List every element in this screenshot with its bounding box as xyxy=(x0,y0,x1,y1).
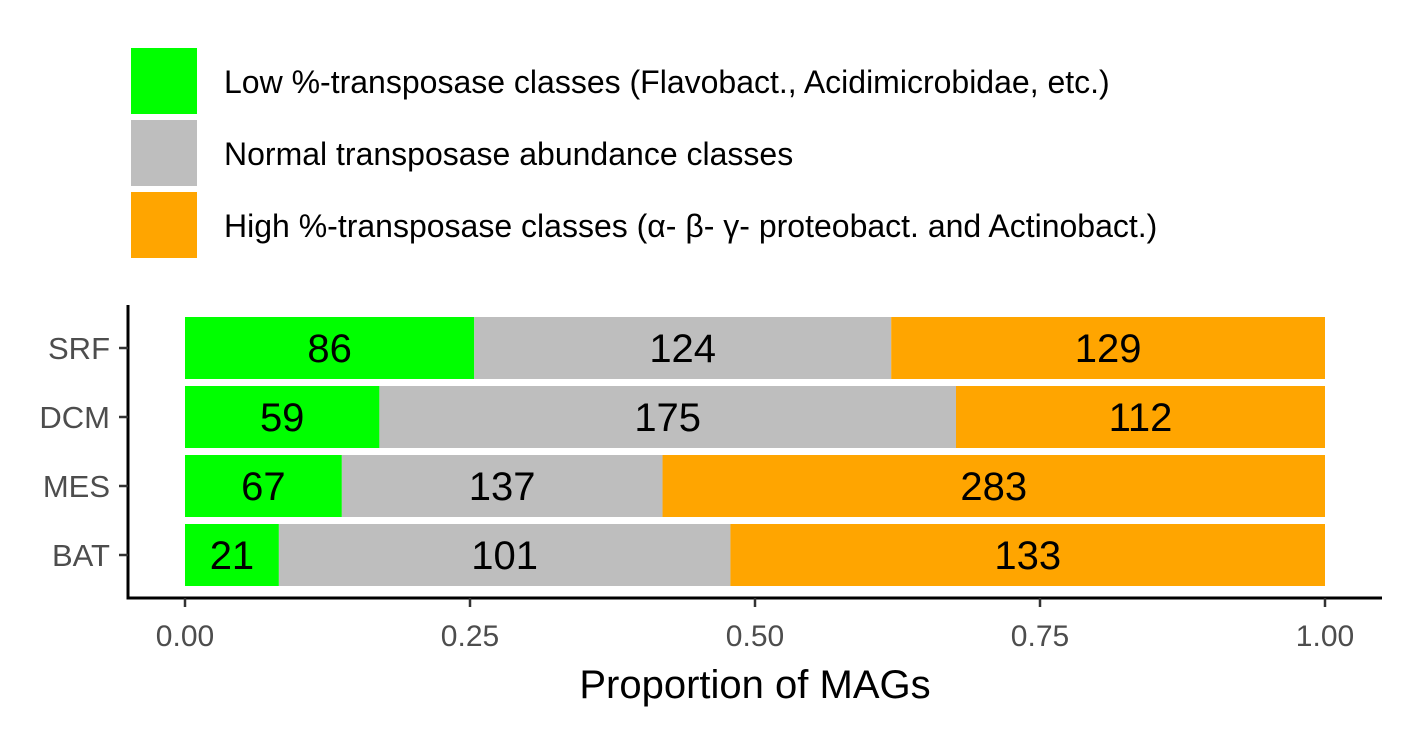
data-label-dcm-3: 112 xyxy=(1109,396,1173,440)
bar-mes-2 xyxy=(341,455,663,517)
data-label-srf-1: 86 xyxy=(307,327,352,371)
bar-dcm-1 xyxy=(185,386,380,448)
y-tick-label-dcm: DCM xyxy=(39,400,110,435)
plot-area: 86 124 129 59 175 112 67 137 283 21 101 133 xyxy=(185,317,1325,586)
bar-srf-2 xyxy=(474,317,892,379)
legend-label-1: Low %-transposase classes (Flavobact., A… xyxy=(224,64,1110,100)
bar-dcm-2 xyxy=(379,386,956,448)
x-tick-label-2: 0.25 xyxy=(441,620,499,653)
data-label-mes-1: 67 xyxy=(241,465,286,509)
x-tick-label-4: 0.75 xyxy=(1011,620,1069,653)
bar-srf-1 xyxy=(185,317,475,379)
legend-label-2: Normal transposase abundance classes xyxy=(224,136,793,172)
bar-bat-1 xyxy=(185,524,279,586)
axes: SRF DCM MES BAT 0.00 0.25 0.50 0.75 1.00 Proporti… xyxy=(39,305,1382,707)
x-tick-label-3: 0.50 xyxy=(726,620,784,653)
data-label-mes-2: 137 xyxy=(469,465,536,509)
bar-mes-1 xyxy=(185,455,342,517)
data-label-srf-3: 129 xyxy=(1075,327,1142,371)
legend: Low %-transposase classes (Flavobact., A… xyxy=(131,48,1157,258)
data-label-mes-3: 283 xyxy=(960,465,1027,509)
bar-srf-3 xyxy=(891,317,1325,379)
x-axis-title: Proportion of MAGs xyxy=(579,663,930,707)
legend-key-3 xyxy=(131,192,197,258)
bar-dcm-3 xyxy=(955,386,1325,448)
legend-key-2 xyxy=(131,120,197,186)
y-tick-label-srf: SRF xyxy=(48,331,110,366)
legend-key-1 xyxy=(131,48,197,114)
legend-label-3: High %-transposase classes (α- β- γ- pro… xyxy=(224,208,1157,244)
x-tick-label-1: 0.00 xyxy=(156,620,214,653)
data-label-dcm-2: 175 xyxy=(634,396,701,440)
data-label-bat-1: 21 xyxy=(210,534,255,578)
bar-mes-3 xyxy=(662,455,1325,517)
data-label-bat-2: 101 xyxy=(471,534,538,578)
bar-bat-2 xyxy=(278,524,731,586)
data-label-bat-3: 133 xyxy=(994,534,1061,578)
x-tick-label-5: 1.00 xyxy=(1296,620,1354,653)
data-label-srf-2: 124 xyxy=(649,327,716,371)
y-tick-label-bat: BAT xyxy=(52,538,110,573)
y-tick-label-mes: MES xyxy=(43,469,110,504)
bar-bat-3 xyxy=(730,524,1325,586)
data-label-dcm-1: 59 xyxy=(260,396,305,440)
